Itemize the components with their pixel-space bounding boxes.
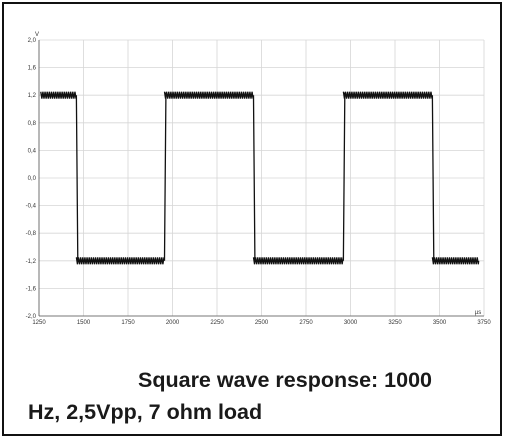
x-tick-label: 2000 bbox=[166, 320, 180, 326]
y-tick-label: -1,2 bbox=[26, 259, 37, 265]
x-tick-label: 3500 bbox=[433, 320, 447, 326]
x-tick-label: 3750 bbox=[477, 320, 491, 326]
x-tick-label: 1500 bbox=[77, 320, 91, 326]
x-tick-label: 1250 bbox=[32, 320, 46, 326]
y-tick-label: -1,6 bbox=[26, 286, 37, 292]
y-tick-label: 2,0 bbox=[28, 38, 37, 44]
x-tick-labels: 1250 1500 1750 2000 2250 2500 2750 3000 3250 3500… bbox=[32, 320, 491, 326]
x-tick-label: 2250 bbox=[210, 320, 224, 326]
x-tick-label: 2500 bbox=[255, 320, 269, 326]
y-axis-unit-label: V bbox=[35, 32, 39, 38]
x-tick-label: 1750 bbox=[121, 320, 135, 326]
square-wave-trace bbox=[40, 91, 480, 265]
y-tick-label: 0,0 bbox=[28, 176, 37, 182]
y-tick-label: 1,6 bbox=[28, 66, 37, 72]
y-tick-label: -0,4 bbox=[26, 204, 37, 210]
y-tick-label: 0,4 bbox=[28, 148, 37, 154]
figure-caption: Square wave response: 1000 Hz, 2,5Vpp, 7… bbox=[4, 360, 504, 430]
x-tick-label: 3000 bbox=[344, 320, 358, 326]
y-tick-label: -2,0 bbox=[26, 314, 37, 320]
figure-frame: 1250 1500 1750 2000 2250 2500 2750 3000 3250 3500… bbox=[2, 2, 502, 436]
caption-line-2: Hz, 2,5Vpp, 7 ohm load bbox=[28, 400, 263, 424]
y-tick-label: 1,2 bbox=[28, 93, 37, 99]
y-tick-label: -0,8 bbox=[26, 231, 37, 237]
x-tick-label: 2750 bbox=[299, 320, 313, 326]
x-axis-unit-label: µs bbox=[475, 310, 481, 316]
y-tick-labels: 2,0 1,6 1,2 0,8 0,4 0,0 -0,4 -0,8 -1,2 -1,6 -2,0 bbox=[26, 38, 37, 320]
y-tick-label: 0,8 bbox=[28, 121, 37, 127]
caption-line-1: Square wave response: 1000 bbox=[138, 368, 432, 392]
square-wave-chart: 1250 1500 1750 2000 2250 2500 2750 3000 3250 3500… bbox=[26, 32, 492, 326]
x-tick-label: 3250 bbox=[388, 320, 402, 326]
